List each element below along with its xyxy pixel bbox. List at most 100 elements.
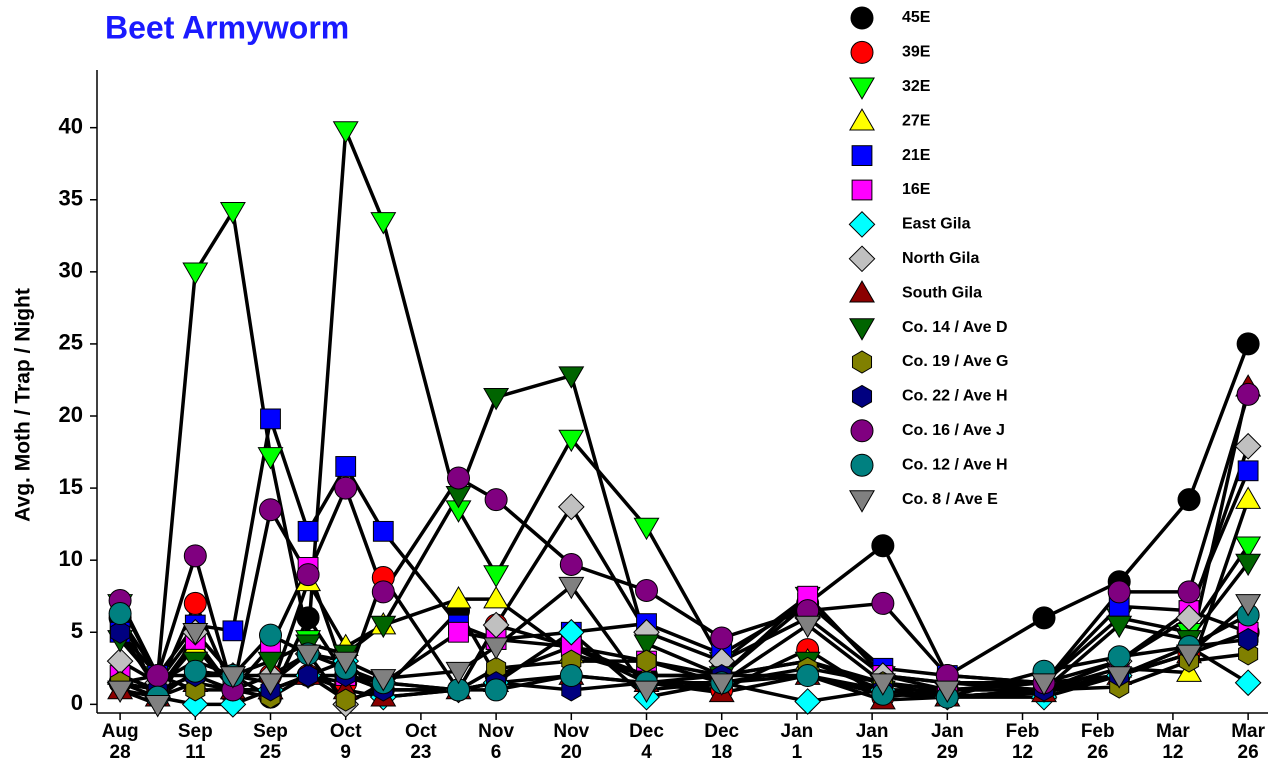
marker — [1235, 486, 1262, 509]
legend-marker — [849, 108, 875, 131]
marker — [1234, 669, 1262, 697]
y-tick-label: 40 — [59, 113, 83, 138]
marker — [296, 563, 320, 587]
legend-marker — [849, 77, 875, 100]
legend-label: North Gila — [902, 250, 979, 267]
x-tick-label: Nov 6 — [478, 721, 515, 763]
marker — [370, 615, 397, 639]
x-tick-label: Oct 23 — [405, 721, 437, 763]
marker — [185, 678, 206, 702]
marker — [1235, 553, 1262, 577]
legend-label: 39E — [902, 44, 931, 61]
marker — [183, 659, 207, 683]
legend-marker — [850, 453, 874, 477]
marker — [934, 680, 961, 704]
legend-marker — [848, 245, 876, 273]
legend-label: Co. 14 / Ave D — [902, 319, 1008, 336]
y-tick-label: 35 — [59, 186, 83, 211]
legend-marker — [850, 40, 874, 64]
y-axis-label: Avg. Moth / Trap / Night — [12, 288, 35, 522]
x-tick-label-wrap: Oct 23 — [381, 721, 461, 763]
marker — [633, 634, 660, 657]
marker — [371, 580, 395, 604]
legend-label: 32E — [902, 78, 931, 95]
chart-title: Beet Armyworm — [105, 9, 349, 45]
x-tick-label-wrap: Dec 18 — [682, 721, 762, 763]
marker — [257, 447, 284, 470]
marker — [372, 520, 394, 542]
x-tick-label-wrap: Aug 28 — [80, 721, 160, 763]
legend-label: Co. 12 / Ave H — [902, 456, 1008, 473]
legend-label: Co. 22 / Ave H — [902, 388, 1008, 405]
marker — [635, 578, 659, 602]
marker — [298, 663, 319, 688]
x-tick-label-box: Jan 1 — [757, 721, 837, 763]
marker — [219, 666, 246, 689]
x-tick-label: Jan 15 — [855, 721, 889, 763]
x-tick-label-box: Oct 9 — [330, 721, 362, 763]
legend-label: 21E — [902, 147, 931, 164]
marker — [183, 591, 207, 615]
marker — [182, 262, 209, 285]
x-tick-label-box: Oct 23 — [381, 721, 461, 763]
marker — [332, 651, 359, 675]
x-tick-label-wrap: Sep 11 — [155, 721, 235, 763]
x-tick-label: Dec 18 — [704, 721, 740, 763]
marker — [297, 520, 319, 542]
marker — [181, 690, 209, 718]
marker — [633, 680, 660, 704]
x-tick-label-wrap: Feb 26 — [1058, 721, 1138, 763]
x-tick-label-box: Sep 25 — [253, 721, 288, 763]
x-tick-label-wrap: Jan 1 — [757, 721, 837, 763]
marker — [1106, 666, 1133, 689]
legend-marker — [850, 419, 874, 443]
marker — [260, 408, 281, 430]
marker — [219, 201, 246, 225]
marker — [558, 429, 585, 453]
marker — [295, 644, 322, 667]
y-tick-label: 25 — [59, 330, 83, 355]
x-tick-label: Feb 12 — [1005, 721, 1040, 763]
marker — [484, 678, 508, 702]
legend-label: 27E — [902, 112, 931, 129]
marker — [257, 651, 284, 675]
x-tick-label-wrap: Dec 4 — [607, 721, 687, 763]
x-tick-label-box: Sep 11 — [155, 721, 235, 763]
x-tick-label-box: Jan 15 — [855, 721, 889, 763]
marker — [708, 673, 735, 696]
series-line — [118, 393, 1250, 692]
marker — [1235, 594, 1262, 617]
marker — [222, 620, 244, 642]
x-tick-label-wrap: Jan 29 — [907, 721, 987, 763]
y-tick-label: 5 — [71, 618, 83, 643]
legend-label: East Gila — [902, 216, 971, 233]
marker — [445, 661, 472, 685]
legend-label: 45E — [902, 9, 931, 26]
marker — [871, 591, 895, 615]
marker — [146, 664, 170, 688]
x-tick-label-wrap: Mar 12 — [1133, 721, 1213, 763]
marker — [483, 586, 510, 609]
marker — [108, 602, 132, 626]
legend-label: Co. 8 / Ave E — [902, 491, 998, 508]
marker — [1234, 432, 1262, 460]
marker — [484, 488, 508, 512]
x-tick-label: Mar 12 — [1156, 721, 1190, 763]
marker — [1177, 580, 1201, 604]
x-tick-label-box: Nov 20 — [553, 721, 589, 763]
marker — [332, 121, 359, 144]
marker — [1237, 460, 1259, 482]
legend-label: South Gila — [902, 284, 982, 301]
marker — [110, 620, 131, 644]
marker — [445, 586, 472, 609]
x-tick-label-box: Aug 28 — [80, 721, 160, 763]
legend-marker — [851, 350, 873, 374]
marker — [447, 466, 471, 490]
legend-marker — [848, 211, 876, 238]
marker — [335, 688, 356, 712]
x-tick-label: Sep 11 — [177, 721, 213, 763]
x-tick-label-box: Jan 29 — [907, 721, 987, 763]
marker — [710, 626, 734, 650]
marker — [559, 553, 583, 577]
